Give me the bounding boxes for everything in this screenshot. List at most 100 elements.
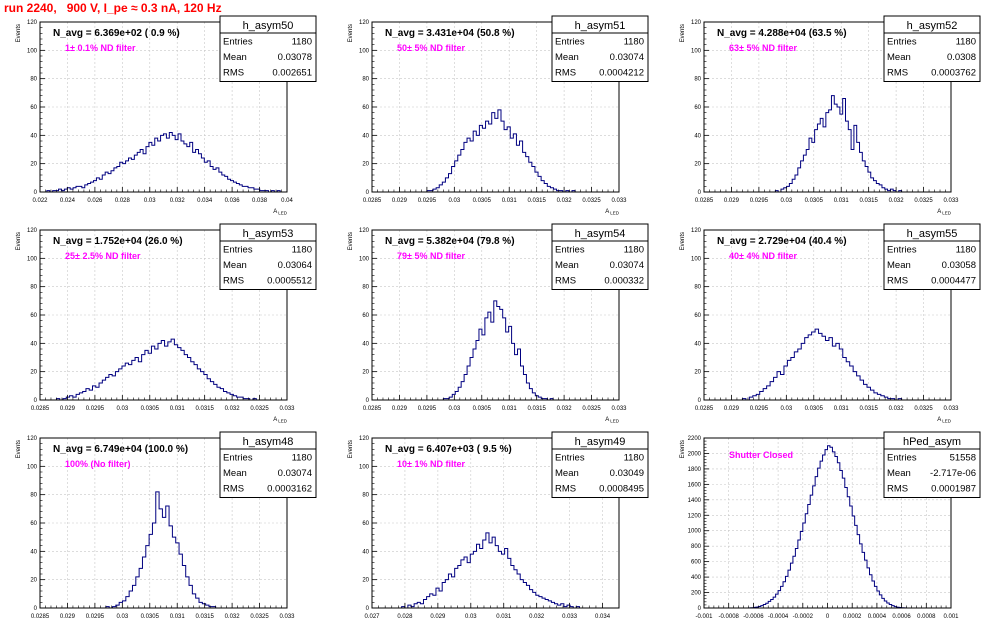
filter-label: Shutter Closed bbox=[729, 450, 793, 460]
stats-key-mean: Mean bbox=[887, 468, 911, 479]
y-tick-label: 40 bbox=[362, 341, 369, 347]
y-tick-label: 80 bbox=[362, 77, 369, 83]
stats-box-title: h_asym50 bbox=[243, 20, 294, 32]
x-tick-label: 0.0315 bbox=[859, 406, 878, 412]
x-tick-label: 0.029 bbox=[392, 198, 408, 204]
y-tick-label: 20 bbox=[694, 162, 701, 168]
x-tick-label: 0.0008 bbox=[917, 614, 936, 620]
x-tick-label: 0.031 bbox=[496, 614, 512, 620]
stats-key-mean: Mean bbox=[223, 468, 247, 479]
x-tick-label: 0 bbox=[826, 614, 830, 620]
stats-key-entries: Entries bbox=[555, 37, 585, 48]
stats-box-title: h_asym51 bbox=[575, 20, 626, 32]
x-tick-label: 0.0305 bbox=[141, 614, 160, 620]
x-axis-title-subscript: LED bbox=[278, 419, 288, 424]
stats-key-rms: RMS bbox=[223, 68, 244, 79]
histogram-pad-h_asym51: 0.0285 0.029 0.0295 0.03 0.0305 0.031 0.0315 0.… bbox=[348, 15, 649, 216]
filter-label: 40± 4% ND filter bbox=[729, 251, 797, 261]
stats-key-mean: Mean bbox=[887, 52, 911, 63]
y-tick-label: 1200 bbox=[688, 513, 702, 519]
x-tick-label: 0.0315 bbox=[527, 406, 546, 412]
y-tick-label: 200 bbox=[691, 591, 702, 597]
x-axis-title: ALED bbox=[273, 209, 288, 216]
stats-key-rms: RMS bbox=[223, 484, 244, 495]
x-tick-label: 0.024 bbox=[60, 198, 76, 204]
x-tick-label: 0.0315 bbox=[859, 198, 878, 204]
x-tick-label: 0.028 bbox=[397, 614, 413, 620]
y-tick-label: 20 bbox=[30, 370, 37, 376]
y-tick-label: 60 bbox=[30, 521, 37, 527]
x-tick-label: 0.0295 bbox=[418, 406, 437, 412]
y-tick-label: 40 bbox=[362, 133, 369, 139]
histogram-series bbox=[747, 445, 908, 609]
y-tick-label: 20 bbox=[362, 162, 369, 168]
navg-annotation: N_avg = 6.407e+03 ( 9.5 %) bbox=[385, 444, 512, 455]
stats-key-entries: Entries bbox=[887, 37, 917, 48]
filter-label: 25± 2.5% ND filter bbox=[65, 251, 141, 261]
x-tick-label: 0.033 bbox=[562, 614, 578, 620]
y-tick-label: 60 bbox=[362, 521, 369, 527]
stats-box bbox=[219, 223, 317, 290]
navg-annotation: N_avg = 4.288e+04 (63.5 %) bbox=[717, 28, 847, 39]
stats-value-rms: 0.002651 bbox=[272, 68, 312, 79]
y-axis-title: Events bbox=[680, 24, 686, 42]
stats-value-entries: 1180 bbox=[292, 245, 312, 256]
x-tick-label: 0.031 bbox=[834, 406, 850, 412]
x-tick-label: 0.029 bbox=[724, 406, 740, 412]
histogram-pad-h_asym49: 0.027 0.028 0.029 0.03 0.031 0.032 0.033 0.034 0… bbox=[348, 431, 649, 620]
stats-value-entries: 1180 bbox=[956, 245, 976, 256]
y-tick-label: 80 bbox=[30, 285, 37, 291]
y-axis-title: Events bbox=[680, 232, 686, 250]
x-tick-label: 0.029 bbox=[724, 198, 740, 204]
y-tick-label: 60 bbox=[694, 313, 701, 319]
x-tick-label: 0.03 bbox=[780, 406, 792, 412]
stats-value-rms: 0.0004477 bbox=[931, 276, 976, 287]
filter-label: 63± 5% ND filter bbox=[729, 43, 797, 53]
x-tick-label: 0.03 bbox=[465, 614, 477, 620]
x-tick-label: 0.0325 bbox=[582, 406, 601, 412]
x-tick-label: 0.032 bbox=[529, 614, 545, 620]
stats-value-entries: 1180 bbox=[624, 453, 644, 464]
stats-key-entries: Entries bbox=[555, 245, 585, 256]
y-tick-label: 2200 bbox=[688, 436, 702, 442]
y-tick-label: 120 bbox=[691, 228, 702, 234]
filter-label: 10± 1% ND filter bbox=[397, 459, 465, 469]
stats-key-mean: Mean bbox=[223, 52, 247, 63]
stats-box bbox=[883, 223, 981, 290]
navg-annotation: N_avg = 6.749e+04 (100.0 %) bbox=[53, 444, 188, 455]
x-tick-label: 0.0325 bbox=[250, 614, 269, 620]
stats-box bbox=[883, 431, 981, 498]
x-tick-label: 0.038 bbox=[252, 198, 268, 204]
x-tick-label: 0.03 bbox=[448, 198, 460, 204]
x-tick-label: -0.001 bbox=[695, 614, 713, 620]
y-tick-label: 40 bbox=[30, 549, 37, 555]
canvas-title: run 2240, 900 V, I_pe ≈ 0.3 nA, 120 Hz bbox=[4, 1, 222, 15]
x-tick-label: 0.027 bbox=[364, 614, 380, 620]
stats-key-rms: RMS bbox=[555, 276, 576, 287]
stats-key-mean: Mean bbox=[555, 52, 579, 63]
stats-value-rms: 0.0001987 bbox=[931, 484, 976, 495]
y-tick-label: 1000 bbox=[688, 529, 702, 535]
x-tick-label: 0.031 bbox=[834, 198, 850, 204]
x-axis-title: ALED bbox=[937, 417, 952, 424]
stats-value-rms: 0.0003162 bbox=[267, 484, 312, 495]
x-tick-label: 0.033 bbox=[943, 198, 959, 204]
filter-label: 1± 0.1% ND filter bbox=[65, 43, 136, 53]
x-tick-label: 0.03 bbox=[144, 198, 156, 204]
x-tick-label: 0.0295 bbox=[750, 406, 769, 412]
y-tick-label: 100 bbox=[27, 464, 38, 470]
stats-key-entries: Entries bbox=[223, 245, 253, 256]
x-axis-title: ALED bbox=[605, 209, 620, 216]
x-tick-label: 0.032 bbox=[225, 614, 241, 620]
x-tick-label: 0.0325 bbox=[250, 406, 269, 412]
y-tick-label: 60 bbox=[362, 105, 369, 111]
x-axis-title: ALED bbox=[273, 417, 288, 424]
histogram-series bbox=[442, 300, 554, 401]
stats-value-mean: 0.03074 bbox=[610, 260, 644, 271]
y-tick-label: 0 bbox=[698, 190, 702, 196]
stats-value-mean: 0.0308 bbox=[947, 52, 976, 63]
y-axis-title: Events bbox=[16, 232, 22, 250]
x-tick-label: 0.034 bbox=[595, 614, 611, 620]
y-tick-label: 120 bbox=[359, 228, 370, 234]
